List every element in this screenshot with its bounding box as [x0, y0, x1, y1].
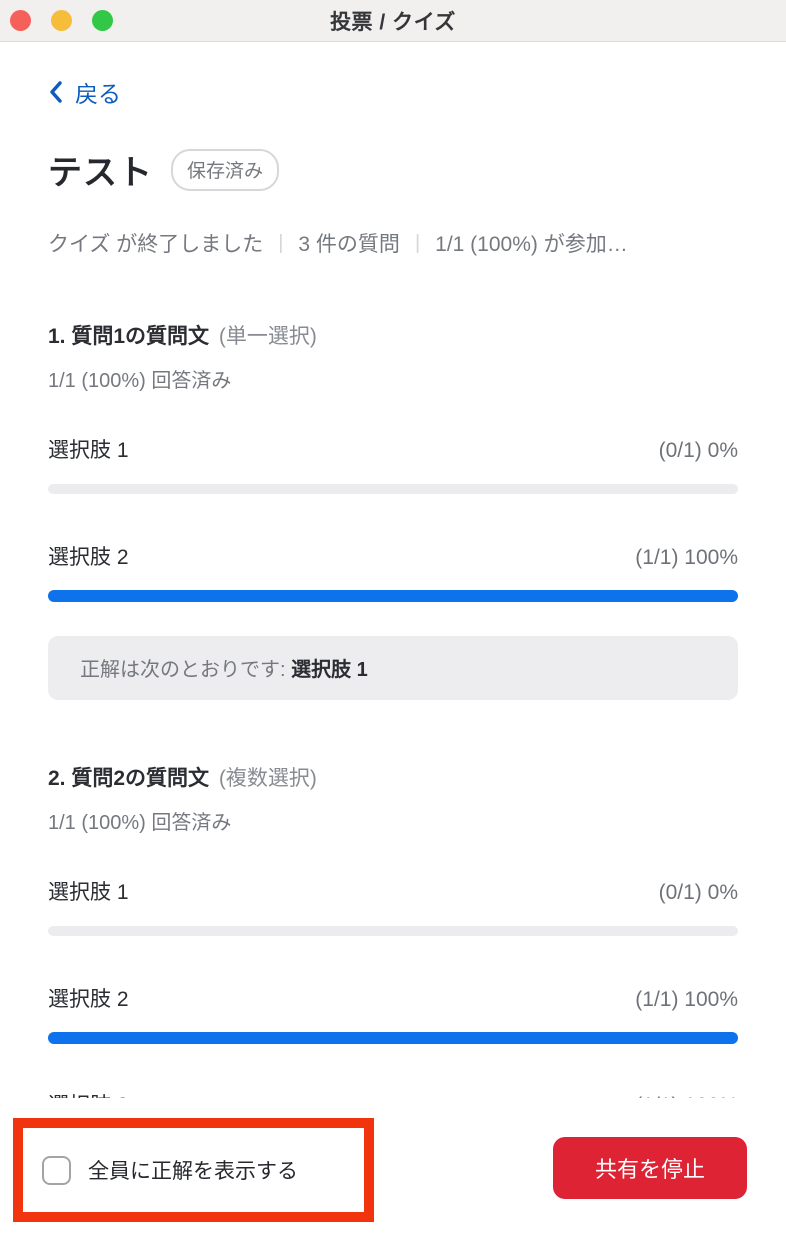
- show-correct-answers-checkbox-row[interactable]: 全員に正解を表示する: [42, 1155, 298, 1185]
- status-separator: |: [414, 231, 421, 254]
- page-title: テスト: [48, 154, 153, 192]
- question-1-answered-count: 1/1 (100%) 回答済み: [48, 370, 232, 392]
- option-label: 選択肢 1: [48, 881, 129, 904]
- checkbox-unchecked-icon[interactable]: [42, 1155, 71, 1185]
- participation-status: 1/1 (100%) が参加…: [435, 233, 628, 256]
- quiz-footer: 全員に正解を表示する 共有を停止: [0, 1098, 786, 1238]
- quiz-status-line: クイズ が終了しました | 3 件の質問 | 1/1 (100%) が参加…: [48, 228, 738, 258]
- window-titlebar: 投票 / クイズ: [0, 0, 786, 42]
- correct-answer-value: 選択肢 1: [291, 659, 368, 681]
- minimize-window-icon[interactable]: [51, 10, 72, 31]
- question-block-2: 2. 質問2の質問文 (複数選択) 1/1 (100%) 回答済み 選択肢 1 …: [48, 762, 738, 1150]
- option-progress-bar: [48, 1032, 738, 1044]
- option-label: 選択肢 2: [48, 988, 129, 1011]
- question-2-type: (複数選択): [218, 767, 317, 790]
- option-label: 選択肢 1: [48, 439, 129, 462]
- option-progress-bar: [48, 590, 738, 602]
- option-progress-track: [48, 484, 738, 494]
- option-progress-track: [48, 590, 738, 602]
- option-result: (1/1) 100%: [635, 546, 738, 569]
- correct-answer-prefix: 正解は次のとおりです:: [80, 659, 292, 681]
- option-row: 選択肢 1 (0/1) 0%: [48, 876, 738, 906]
- option-result: (0/1) 0%: [658, 881, 738, 904]
- saved-status-badge: 保存済み: [171, 148, 280, 191]
- question-1-type: (単一選択): [218, 325, 317, 348]
- option-progress-track: [48, 926, 738, 936]
- option-result: (0/1) 0%: [658, 439, 738, 462]
- correct-answer-box: 正解は次のとおりです: 選択肢 1: [48, 636, 738, 700]
- question-count-status: 3 件の質問: [298, 233, 400, 256]
- window-title: 投票 / クイズ: [330, 10, 456, 34]
- show-correct-answers-label: 全員に正解を表示する: [88, 1160, 298, 1183]
- option-row: 選択肢 2 (1/1) 100%: [48, 983, 738, 1013]
- option-row: 選択肢 2 (1/1) 100%: [48, 541, 738, 571]
- close-window-icon[interactable]: [10, 10, 31, 31]
- back-link-label: 戻る: [75, 81, 121, 107]
- stop-sharing-button[interactable]: 共有を停止: [553, 1137, 747, 1199]
- chevron-left-icon: [48, 80, 63, 104]
- red-highlight-annotation: 全員に正解を表示する: [13, 1118, 374, 1222]
- back-link[interactable]: 戻る: [48, 75, 121, 109]
- traffic-lights: [10, 10, 113, 31]
- quiz-ended-status: クイズ が終了しました: [48, 233, 264, 256]
- question-2-title: 2. 質問2の質問文: [48, 767, 210, 790]
- status-separator: |: [278, 231, 284, 254]
- option-progress-track: [48, 1032, 738, 1044]
- title-row: テスト 保存済み: [48, 145, 738, 194]
- zoom-window-icon[interactable]: [92, 10, 113, 31]
- option-label: 選択肢 2: [48, 546, 129, 569]
- option-result: (1/1) 100%: [635, 988, 738, 1011]
- option-row: 選択肢 1 (0/1) 0%: [48, 434, 738, 464]
- question-2-answered-count: 1/1 (100%) 回答済み: [48, 812, 232, 834]
- question-1-heading: 1. 質問1の質問文 (単一選択): [48, 320, 738, 350]
- question-block-1: 1. 質問1の質問文 (単一選択) 1/1 (100%) 回答済み 選択肢 1 …: [48, 320, 738, 700]
- question-2-heading: 2. 質問2の質問文 (複数選択): [48, 762, 738, 792]
- quiz-results-panel: 戻る テスト 保存済み クイズ が終了しました | 3 件の質問 | 1/1 (…: [0, 42, 786, 1150]
- question-1-title: 1. 質問1の質問文: [48, 325, 210, 348]
